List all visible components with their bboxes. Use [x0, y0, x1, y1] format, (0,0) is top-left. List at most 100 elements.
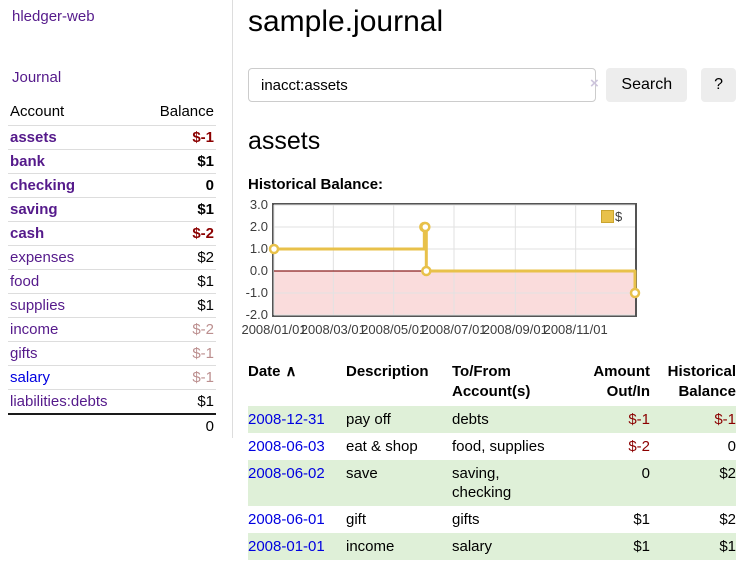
account-name-cell: assets: [8, 125, 141, 150]
transaction-amount: $-2: [628, 438, 650, 455]
account-balance: $2: [140, 245, 216, 270]
transaction-date-link[interactable]: 2008-06-03: [248, 438, 325, 455]
account-balance: 0: [140, 173, 216, 198]
sidebar-item-journal[interactable]: Journal: [12, 69, 62, 86]
transaction-date-cell: 2008-01-01: [248, 533, 346, 560]
account-name-cell: gifts: [8, 341, 141, 366]
sidebar-account-salary[interactable]: salary: [10, 369, 51, 386]
register-header-amount: Amount Out/In: [593, 363, 650, 400]
account-row: gifts $-1: [8, 341, 216, 366]
accounts-table: Account Balance assets $-1 bank $1 checking 0…: [8, 99, 216, 438]
transaction-balance: $2: [719, 511, 736, 528]
clear-search-icon[interactable]: ×: [590, 75, 599, 92]
account-page-title: assets: [248, 127, 321, 155]
account-row: saving $1: [8, 197, 216, 222]
account-name-cell: cash: [8, 221, 141, 246]
transaction-row: 2008-06-01 gift gifts $1 $2: [248, 506, 736, 533]
y-axis-tick-label: 1.0: [249, 241, 268, 256]
account-name-cell: food: [8, 269, 141, 294]
register-header-description: Description: [346, 363, 429, 380]
sidebar-account-cash[interactable]: cash: [10, 225, 45, 242]
transaction-row: 2008-12-31 pay off debts $-1 $-1: [248, 406, 736, 433]
account-row: expenses $2: [8, 245, 216, 270]
transaction-description: eat & shop: [346, 438, 418, 455]
search-input[interactable]: [248, 68, 597, 102]
transaction-amount: $1: [633, 511, 650, 528]
transaction-balance: $1: [719, 538, 736, 555]
transaction-date-cell: 2008-12-31: [248, 406, 346, 433]
search-button[interactable]: Search: [606, 68, 688, 102]
historical-balance-chart: $ 3.0 2.0 1.0 0.0 -1.0 -2.0 2008/01/01 2008/03/…: [241, 197, 641, 343]
account-balance: $-2: [140, 221, 216, 246]
y-axis-tick-label: 0.0: [249, 263, 268, 278]
transaction-date-link[interactable]: 2008-12-31: [248, 411, 325, 428]
transaction-row: 2008-01-01 income salary $1 $1: [248, 533, 736, 560]
register-table: Date ∧ Description To/From Account(s) Amo…: [248, 360, 736, 560]
transaction-amount: 0: [641, 465, 650, 482]
chart-plot-area: [268, 203, 641, 317]
account-name-cell: expenses: [8, 245, 141, 270]
register-header-balance: Historical Balance: [667, 363, 736, 400]
account-name-cell: liabilities:debts: [8, 389, 141, 414]
transaction-accounts: salary: [452, 538, 493, 555]
register-header-date[interactable]: Date ∧: [248, 363, 297, 380]
transaction-date-link[interactable]: 2008-01-01: [248, 538, 325, 555]
transaction-description: pay off: [346, 411, 391, 428]
register-header-tofrom: To/From Account(s): [452, 363, 531, 400]
accounts-total-spacer: [8, 413, 141, 438]
account-balance: $-1: [140, 365, 216, 390]
transaction-accounts: debts: [452, 411, 489, 428]
account-balance: $1: [140, 149, 216, 174]
account-balance: $-1: [140, 341, 216, 366]
help-button[interactable]: ?: [701, 68, 736, 102]
account-row: checking 0: [8, 173, 216, 198]
sidebar-account-gifts[interactable]: gifts: [10, 345, 38, 362]
account-balance: $1: [140, 269, 216, 294]
sidebar-account-saving[interactable]: saving: [10, 201, 58, 218]
app-title-link[interactable]: hledger-web: [12, 8, 95, 25]
sidebar-account-assets[interactable]: assets: [10, 129, 57, 146]
transaction-description: income: [346, 538, 395, 555]
sidebar-account-income[interactable]: income: [10, 321, 59, 338]
account-row: income $-2: [8, 317, 216, 342]
account-balance: $1: [140, 389, 216, 414]
account-row: supplies $1: [8, 293, 216, 318]
sidebar-account-food[interactable]: food: [10, 273, 40, 290]
legend-label: $: [615, 209, 623, 224]
x-axis-tick-label: 2008/11/01: [543, 322, 608, 337]
account-row: liabilities:debts $1: [8, 389, 216, 414]
transaction-accounts: food, supplies: [452, 438, 545, 455]
legend-swatch-icon: [601, 210, 614, 223]
x-axis-tick-label: 2008/07/01: [421, 322, 487, 337]
transaction-balance: 0: [727, 438, 736, 455]
chart-heading: Historical Balance:: [248, 176, 384, 193]
main-content: sample.journal × Search ? assets Histori…: [241, 0, 736, 560]
account-row: food $1: [8, 269, 216, 294]
transaction-date-link[interactable]: 2008-06-01: [248, 511, 325, 528]
y-axis-tick-label: -1.0: [245, 285, 268, 300]
transaction-date-cell: 2008-06-03: [248, 433, 346, 460]
x-axis-tick-label: 2008/05/01: [361, 322, 427, 337]
account-name-cell: salary: [8, 365, 141, 390]
sidebar-account-checking[interactable]: checking: [10, 177, 76, 194]
accounts-table-header-balance: Balance: [159, 103, 214, 120]
sidebar-account-expenses[interactable]: expenses: [10, 249, 75, 266]
transaction-balance: $-1: [714, 411, 736, 428]
sidebar-account-liabilities-debts[interactable]: liabilities:debts: [10, 393, 108, 410]
x-axis-tick-label: 2008/03/01: [300, 322, 366, 337]
y-axis-tick-label: 2.0: [249, 219, 268, 234]
account-name-cell: bank: [8, 149, 141, 174]
sidebar-account-bank[interactable]: bank: [10, 153, 46, 170]
sidebar-account-supplies[interactable]: supplies: [10, 297, 66, 314]
transaction-amount: $1: [633, 538, 650, 555]
account-balance: $-1: [140, 125, 216, 150]
account-balance: $-2: [140, 317, 216, 342]
x-axis-tick-label: 2008/09/01: [482, 322, 548, 337]
account-name-cell: supplies: [8, 293, 141, 318]
transaction-date-cell: 2008-06-01: [248, 506, 346, 533]
y-axis-tick-label: 3.0: [249, 197, 268, 212]
y-axis-tick-label: -2.0: [245, 307, 268, 322]
transaction-date-cell: 2008-06-02: [248, 460, 346, 506]
chart-legend: $: [601, 209, 622, 224]
transaction-date-link[interactable]: 2008-06-02: [248, 465, 325, 482]
